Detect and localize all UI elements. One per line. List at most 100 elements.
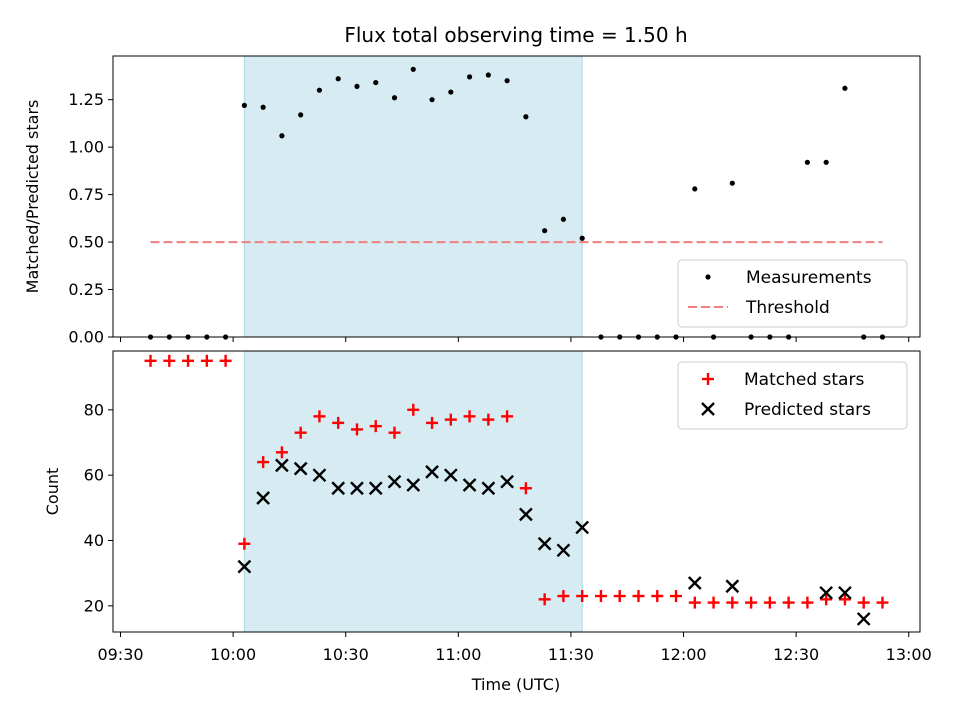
measurement-point <box>316 87 323 93</box>
top-panel-ylabel: Matched/Predicted stars <box>23 100 42 294</box>
matched-star-point <box>275 446 288 459</box>
y-tick-label: 60 <box>84 466 104 485</box>
predicted-star-point <box>519 507 533 522</box>
bottom-legend: Matched stars Predicted stars <box>677 361 908 430</box>
measurement-point <box>804 159 810 165</box>
matched-star-point <box>820 593 833 606</box>
x-axis-label: Time (UTC) <box>471 675 560 694</box>
top-legend: Measurements Threshold <box>677 259 908 328</box>
x-tick-label: 10:00 <box>210 645 256 664</box>
y-tick-label: 80 <box>84 400 104 419</box>
matched-star-point <box>538 593 551 606</box>
legend-matched-label: Matched stars <box>744 370 864 390</box>
predicted-star-point <box>350 481 364 496</box>
predicted-star-point <box>838 585 852 600</box>
top-panel: 0.00 0.25 0.50 0.75 1.00 1.25 Matched/Predict… <box>23 55 921 347</box>
measurement-point <box>335 76 341 82</box>
matched-star-point <box>501 410 514 423</box>
matched-star-point <box>745 596 758 609</box>
measurement-point <box>523 114 529 120</box>
predicted-star-point <box>500 474 514 489</box>
matched-star-point <box>651 590 664 603</box>
matched-star-point <box>557 590 570 603</box>
predicted-star-point <box>368 481 383 496</box>
measurement-point <box>466 74 473 80</box>
measurement-point <box>241 102 247 108</box>
bottom-legend-box <box>677 361 908 430</box>
y-tick-label: 0.50 <box>68 233 104 252</box>
matched-star-point <box>632 590 645 603</box>
x-tick-label: 10:30 <box>323 645 369 664</box>
y-tick-label: 0.75 <box>68 185 104 204</box>
matched-star-point <box>763 596 776 609</box>
predicted-star-point <box>443 468 458 483</box>
chart-title: Flux total observing time = 1.50 h <box>344 23 687 47</box>
matched-star-point <box>782 596 795 609</box>
measurement-point <box>448 89 454 95</box>
matched-star-point <box>200 354 213 367</box>
matched-star-point <box>519 482 532 495</box>
matched-star-point <box>163 354 176 367</box>
measurement-point <box>373 79 379 86</box>
matched-star-point <box>257 456 270 469</box>
predicted-star-point <box>687 576 702 590</box>
predicted-star-point <box>387 474 402 489</box>
predicted-star-point <box>256 491 270 505</box>
matched-star-point <box>313 410 326 423</box>
bottom-panel-shade <box>243 350 583 633</box>
measurement-point <box>504 78 510 84</box>
measurement-point <box>692 186 698 192</box>
predicted-star-point <box>856 612 871 626</box>
legend-measurements-label: Measurements <box>746 268 872 288</box>
legend-measurements-marker <box>705 274 711 280</box>
matched-star-point <box>576 590 589 603</box>
measurement-point <box>542 228 548 234</box>
measurement-point <box>842 85 848 91</box>
predicted-star-point <box>537 536 552 551</box>
matched-star-point <box>838 593 851 606</box>
measurement-point <box>560 216 567 222</box>
matched-star-point <box>182 354 195 367</box>
x-tick-label: 12:30 <box>773 645 819 664</box>
predicted-star-point <box>237 559 252 574</box>
matched-star-point <box>726 596 739 609</box>
matched-star-point <box>613 590 626 603</box>
x-tick-label: 11:30 <box>548 645 594 664</box>
y-tick-label: 0.00 <box>68 328 104 347</box>
measurement-point <box>410 66 416 72</box>
x-tick-label: 13:00 <box>886 645 932 664</box>
x-tick-label: 09:30 <box>97 645 143 664</box>
predicted-star-point <box>312 468 327 483</box>
legend-threshold-label: Threshold <box>745 298 830 318</box>
measurement-point <box>279 133 285 139</box>
predicted-star-point <box>425 465 439 479</box>
bottom-panel: 20 40 60 80 09:30 10:00 10:30 11:00 11:30 12:00 1… <box>43 350 932 664</box>
bottom-panel-ylabel: Count <box>43 468 62 516</box>
matched-star-point <box>482 413 495 426</box>
legend-matched-marker <box>702 373 714 385</box>
top-panel-frame <box>112 55 921 338</box>
bottom-panel-frame <box>112 350 921 633</box>
measurement-point <box>260 104 266 110</box>
y-tick-label: 1.25 <box>68 90 104 109</box>
top-panel-shade <box>243 55 583 338</box>
y-tick-label: 40 <box>84 531 104 550</box>
matched-star-point <box>670 590 683 603</box>
matched-star-point <box>294 426 307 439</box>
measurement-point <box>823 159 829 165</box>
top-legend-box <box>677 259 908 328</box>
matched-star-point <box>426 416 439 429</box>
predicted-star-point <box>462 478 477 492</box>
matched-star-point <box>857 596 870 609</box>
predicted-star-point <box>293 461 308 476</box>
measurement-point <box>729 180 735 186</box>
predicted-star-point <box>406 478 421 492</box>
predicted-star-point <box>575 520 590 535</box>
measurement-point <box>485 72 491 78</box>
predicted-star-point <box>556 543 571 558</box>
x-tick-label: 12:00 <box>660 645 706 664</box>
matched-star-point <box>876 596 889 609</box>
predicted-star-point <box>481 481 496 496</box>
predicted-star-point <box>725 579 740 594</box>
